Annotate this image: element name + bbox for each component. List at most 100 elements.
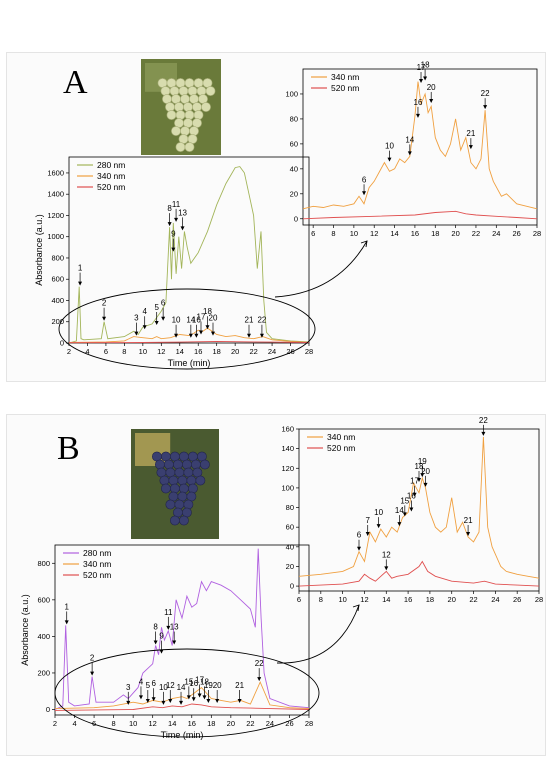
peak-arrowhead [194,333,199,338]
x-tick-label: 24 [491,595,499,604]
x-tick-label: 10 [129,719,137,728]
y-axis-title: Absorbance (a.u.) [20,594,30,666]
peak-label: 4 [142,307,147,316]
peak-arrowhead [468,145,473,150]
peak-label: 12 [166,681,175,690]
x-tick-label: 12 [157,347,165,356]
peak-label: 21 [235,681,244,690]
peak-arrowhead [191,697,196,702]
peak-label: 15 [184,677,193,686]
peak-arrowhead [397,522,402,527]
grape-berry [193,110,204,120]
y-tick-label: 200 [51,317,64,326]
grape-berry [178,515,189,526]
y-tick-label: 200 [37,668,50,677]
peak-arrowhead [64,620,69,625]
main-chromatogram: 2 4 6 8 10 12 14 16 18 20 22 24 26 280200400600800Tim… [20,544,313,740]
zoom-arrow [274,240,368,298]
peak-arrowhead [90,671,95,676]
peak-label: 2 [90,654,95,663]
peak-label: 14 [405,135,414,144]
peak-label: 9 [171,230,176,239]
panel-label: B [57,430,80,467]
grape-berry [159,475,170,486]
x-tick-label: 26 [513,595,521,604]
y-tick-label: 80 [286,503,294,512]
grape-berry [201,102,211,112]
y-tick-label: 800 [51,253,64,262]
y-tick-label: 80 [290,114,298,123]
x-tick-label: 28 [305,347,313,356]
panel-b-figure: B2 4 6 8 10 12 14 16 18 20 22 24 26 280200400600800Ti… [20,416,543,740]
x-tick-label: 18 [207,719,215,728]
grape-berry [180,126,190,136]
peak-label: 17 [417,63,426,72]
x-tick-label: 2 [67,347,71,356]
peak-label: 3 [126,683,131,692]
peak-label: 6 [357,531,362,540]
grape-berry [187,86,198,96]
peak-arrowhead [102,316,107,321]
peak-arrowhead [145,699,150,704]
peak-arrowhead [126,700,131,705]
x-tick-label: 22 [246,719,254,728]
peak-label: 1 [64,602,69,611]
peak-label: 20 [421,467,430,476]
series-line-520-nm [298,560,540,587]
zoom-arrowhead [360,240,368,248]
y-tick-label: 0 [290,582,294,591]
y-tick-label: 20 [286,562,294,571]
peak-label: 11 [164,608,173,617]
grape-berry [178,86,189,96]
series-line-340-nm [54,680,310,710]
peak-arrowhead [138,695,143,700]
x-tick-label: 16 [411,229,419,238]
x-tick-label: 20 [448,595,456,604]
peak-arrowhead [362,191,367,196]
y-tick-label: 800 [37,559,50,568]
peak-arrowhead [172,640,177,645]
peak-label: 21 [464,516,473,525]
legend-label: 280 nm [83,548,111,558]
panel-a-figure: A2 4 6 8 10 12 14 16 18 20 22 24 26 28020040060080010… [34,59,541,370]
peak-arrowhead [154,320,159,325]
x-tick-label: 14 [390,229,398,238]
legend-label: 340 nm [97,171,125,181]
peak-arrowhead [159,649,164,654]
y-tick-label: 0 [294,214,298,223]
peak-arrowhead [166,625,171,630]
peak-arrowhead [259,333,264,338]
peak-label: 5 [146,681,151,690]
x-tick-label: 14 [168,719,176,728]
y-tick-label: 600 [51,275,64,284]
y-tick-label: 0 [46,705,50,714]
peak-label: 14 [186,316,195,325]
peak-arrowhead [417,478,421,482]
grape-photo [141,59,221,155]
plot-frame [298,428,540,592]
peak-arrowhead [205,325,210,330]
peak-arrowhead [206,699,211,704]
peak-arrowhead [412,492,417,497]
peak-arrowhead [161,700,166,705]
grape-berry [168,475,179,486]
peak-label: 18 [203,307,212,316]
peak-label: 22 [257,316,266,325]
peak-arrowhead [188,333,193,338]
y-tick-label: 100 [285,89,298,98]
peak-label: 16 [407,491,416,500]
x-tick-label: 8 [331,229,335,238]
inset-chromatogram: 6 8 10 12 14 16 18 20 22 24 26 28020406080100120140… [281,416,543,604]
peak-label: 2 [102,299,107,308]
plot-frame [68,156,310,344]
series-line-340-nm [68,327,310,343]
peak-label: 8 [167,204,172,213]
peak-label: 20 [213,681,222,690]
peak-label: 4 [139,677,144,686]
x-tick-label: 28 [535,595,543,604]
x-tick-label: 20 [451,229,459,238]
peak-arrowhead [161,316,166,321]
x-tick-label: 6 [104,347,108,356]
y-tick-label: 1200 [47,211,64,220]
peak-label: 13 [170,623,179,632]
